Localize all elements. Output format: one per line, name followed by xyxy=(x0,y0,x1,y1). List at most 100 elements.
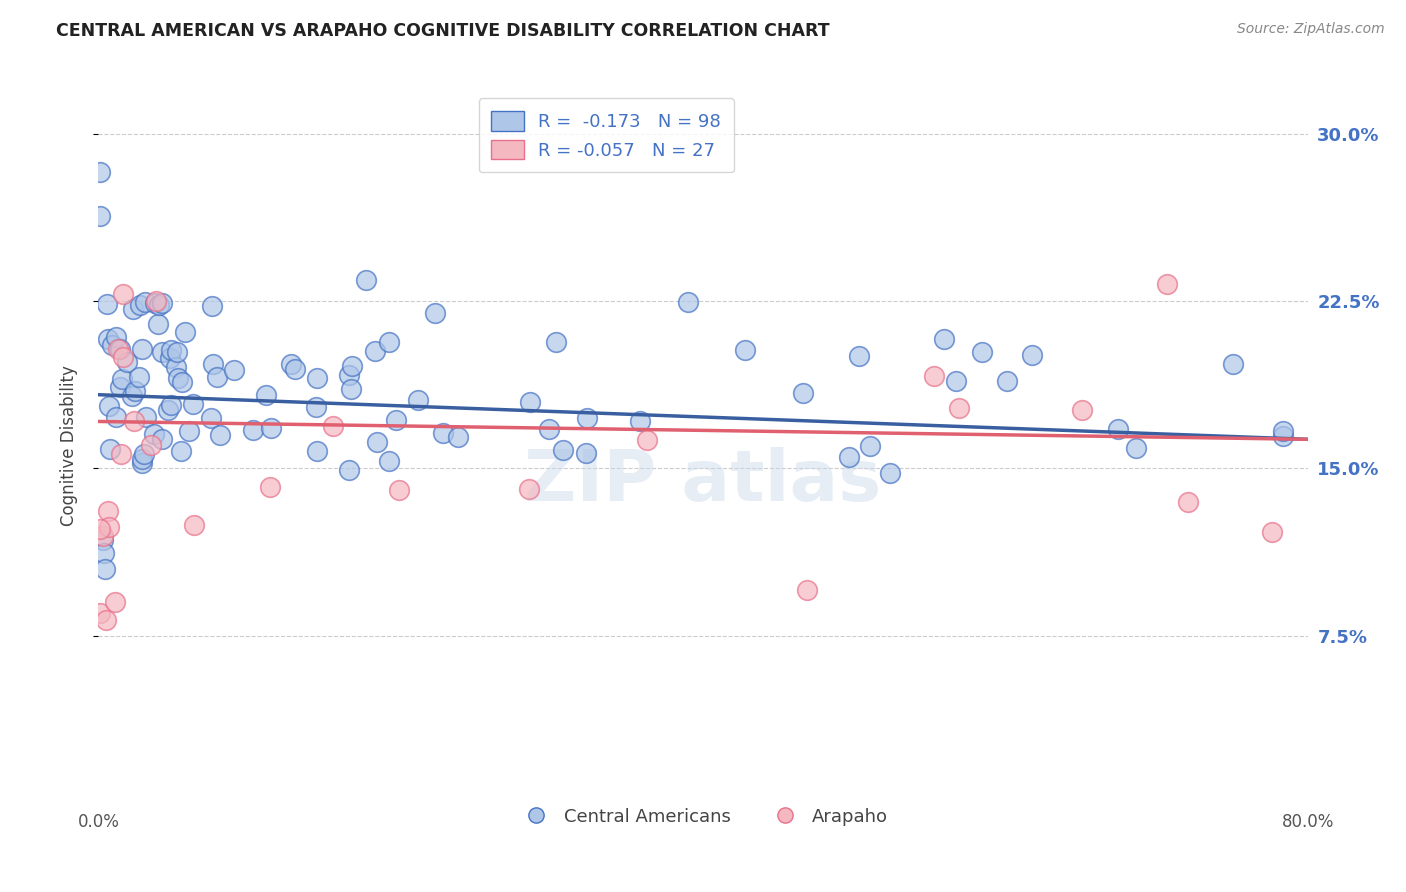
Point xyxy=(143,295,166,310)
Point xyxy=(432,426,454,441)
Point xyxy=(284,361,307,376)
Point xyxy=(91,533,114,547)
Point xyxy=(134,448,156,462)
Text: CENTRAL AMERICAN VS ARAPAHO COGNITIVE DISABILITY CORRELATION CHART: CENTRAL AMERICAN VS ARAPAHO COGNITIVE DI… xyxy=(56,22,830,40)
Y-axis label: Cognitive Disability: Cognitive Disability xyxy=(59,366,77,526)
Point xyxy=(124,384,146,398)
Point xyxy=(183,397,205,411)
Point xyxy=(139,438,162,452)
Point xyxy=(378,454,401,468)
Point xyxy=(1177,494,1199,508)
Point xyxy=(366,434,388,449)
Point xyxy=(734,343,756,358)
Point xyxy=(97,504,120,518)
Point xyxy=(446,430,468,444)
Point xyxy=(1260,525,1282,540)
Point xyxy=(177,424,200,438)
Point xyxy=(945,375,967,389)
Point xyxy=(89,164,111,178)
Point xyxy=(879,466,901,480)
Point xyxy=(89,607,111,621)
Point xyxy=(259,480,281,494)
Point xyxy=(105,409,128,424)
Point xyxy=(112,350,135,364)
Point xyxy=(342,359,364,373)
Point xyxy=(91,528,114,542)
Point xyxy=(676,295,699,310)
Point xyxy=(628,414,651,428)
Point xyxy=(201,299,224,313)
Point xyxy=(378,335,401,350)
Point xyxy=(575,411,598,425)
Point xyxy=(537,422,560,436)
Point xyxy=(121,389,143,403)
Point xyxy=(145,293,167,308)
Point xyxy=(256,388,278,402)
Point xyxy=(166,344,188,359)
Point xyxy=(170,443,193,458)
Point xyxy=(1107,422,1129,436)
Point xyxy=(1272,424,1295,438)
Text: ZIP atlas: ZIP atlas xyxy=(524,447,882,516)
Point xyxy=(183,517,205,532)
Point xyxy=(135,410,157,425)
Point xyxy=(307,370,329,384)
Point xyxy=(517,482,540,496)
Point xyxy=(202,357,225,371)
Point xyxy=(143,426,166,441)
Point xyxy=(157,403,180,417)
Point xyxy=(205,370,228,384)
Point xyxy=(364,343,387,358)
Point xyxy=(200,411,222,425)
Point xyxy=(121,302,143,317)
Point xyxy=(159,351,181,365)
Legend: Central Americans, Arapaho: Central Americans, Arapaho xyxy=(512,801,894,833)
Point xyxy=(172,376,194,390)
Point xyxy=(1125,441,1147,455)
Point xyxy=(111,372,134,386)
Point xyxy=(792,385,814,400)
Point xyxy=(89,522,111,536)
Point xyxy=(146,318,169,332)
Point xyxy=(174,325,197,339)
Point xyxy=(208,427,231,442)
Point xyxy=(356,273,378,287)
Point xyxy=(1222,357,1244,371)
Point xyxy=(551,442,574,457)
Point xyxy=(107,342,129,356)
Point xyxy=(150,296,173,310)
Point xyxy=(322,418,344,433)
Point xyxy=(108,380,131,394)
Point xyxy=(1156,277,1178,291)
Point xyxy=(337,368,360,383)
Point xyxy=(131,343,153,357)
Point xyxy=(222,363,245,377)
Point xyxy=(110,447,132,461)
Point xyxy=(165,359,187,374)
Point xyxy=(128,370,150,384)
Point xyxy=(97,332,120,346)
Point xyxy=(544,334,567,349)
Point xyxy=(122,414,145,428)
Point xyxy=(129,297,152,311)
Point xyxy=(337,463,360,477)
Point xyxy=(519,394,541,409)
Point xyxy=(98,442,121,457)
Point xyxy=(242,423,264,437)
Point xyxy=(131,456,153,470)
Point xyxy=(340,382,363,396)
Point xyxy=(997,374,1019,388)
Point xyxy=(1021,348,1043,362)
Point xyxy=(848,349,870,363)
Point xyxy=(93,546,115,560)
Point xyxy=(384,412,406,426)
Point xyxy=(922,369,945,384)
Point xyxy=(972,344,994,359)
Point xyxy=(100,338,122,352)
Point xyxy=(280,357,302,371)
Point xyxy=(307,443,329,458)
Point xyxy=(96,297,118,311)
Point xyxy=(575,446,598,460)
Point xyxy=(104,595,127,609)
Point xyxy=(406,393,429,408)
